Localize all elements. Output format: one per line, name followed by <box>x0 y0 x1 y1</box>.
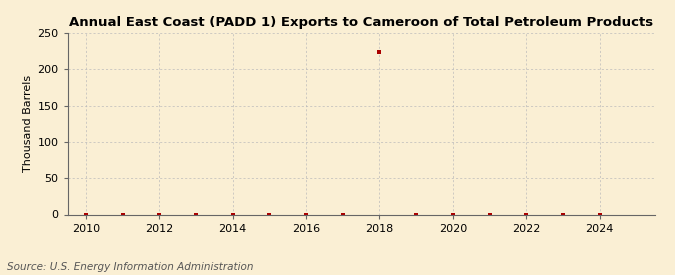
Y-axis label: Thousand Barrels: Thousand Barrels <box>23 75 33 172</box>
Text: Source: U.S. Energy Information Administration: Source: U.S. Energy Information Administ… <box>7 262 253 272</box>
Title: Annual East Coast (PADD 1) Exports to Cameroon of Total Petroleum Products: Annual East Coast (PADD 1) Exports to Ca… <box>69 16 653 29</box>
